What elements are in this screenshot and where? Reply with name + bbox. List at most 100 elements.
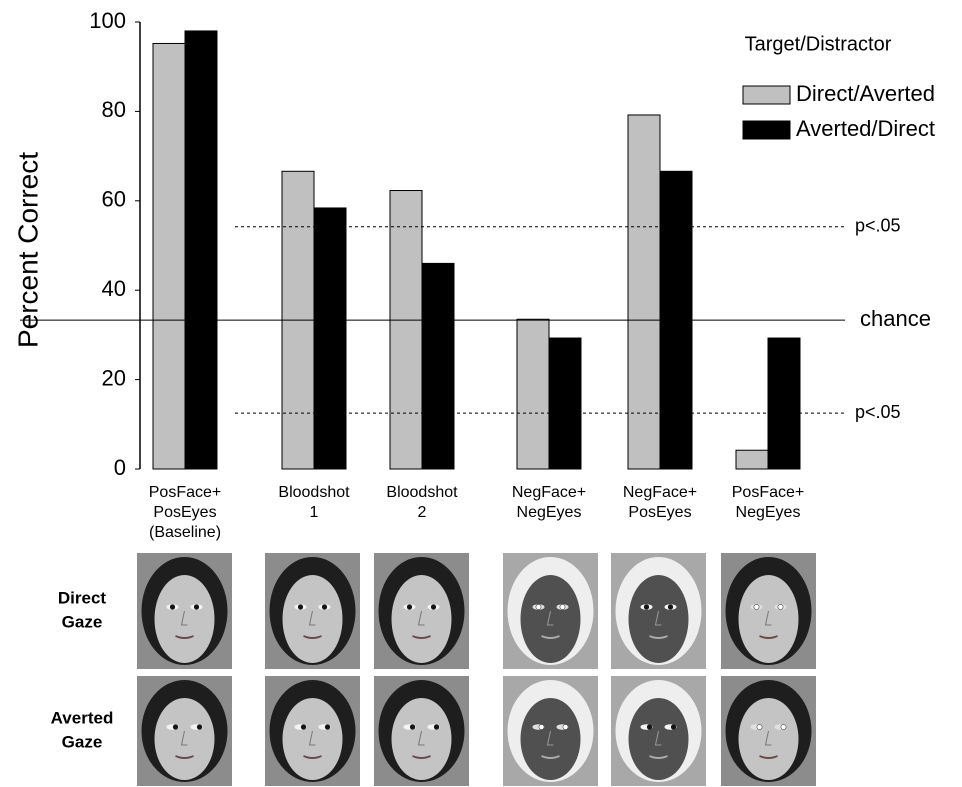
mouth (412, 755, 431, 759)
iris (409, 724, 416, 730)
mouth (649, 635, 668, 639)
nose (417, 730, 425, 746)
y-tick-label: 40 (102, 276, 126, 301)
iris (324, 724, 331, 730)
nose (417, 610, 425, 626)
reference-label: p<.05 (855, 402, 901, 422)
face-image (137, 676, 232, 786)
face (154, 575, 215, 663)
x-tick-label: Bloodshot (278, 484, 350, 501)
bar (389, 190, 423, 470)
face-image (265, 553, 360, 669)
face (391, 575, 452, 663)
mouth (412, 635, 431, 639)
nose (546, 610, 554, 626)
nose (308, 610, 316, 626)
iris (756, 724, 763, 730)
iris (670, 724, 677, 730)
bar (767, 337, 801, 470)
iris (643, 604, 650, 610)
face (738, 698, 799, 780)
mouth (649, 755, 668, 759)
bar (313, 207, 347, 470)
bar (516, 318, 550, 470)
reference-label: p<.05 (855, 215, 901, 235)
iris (433, 724, 440, 730)
x-tick-label: 2 (418, 504, 427, 521)
mouth (759, 755, 778, 759)
iris (780, 724, 787, 730)
x-tick-label: PosFace+ (149, 484, 221, 501)
iris (300, 724, 307, 730)
nose (764, 730, 772, 746)
iris (753, 604, 760, 610)
face-image (265, 676, 360, 786)
iris (406, 604, 413, 610)
x-tick-label: NegFace+ (623, 484, 697, 501)
x-tick-label: PosFace+ (732, 484, 804, 501)
reference-label: chance (860, 306, 931, 331)
legend-swatch (742, 120, 791, 140)
iris (196, 724, 203, 730)
x-tick-label: (Baseline) (149, 524, 221, 541)
face-image (721, 553, 816, 669)
iris (777, 604, 784, 610)
x-tick-label: NegEyes (517, 504, 582, 521)
iris (297, 604, 304, 610)
nose (308, 730, 316, 746)
face (628, 698, 689, 780)
y-axis-label: Percent Correct (12, 152, 43, 348)
iris (172, 724, 179, 730)
x-tick-label: PosEyes (153, 504, 216, 521)
nose (180, 730, 188, 746)
face (154, 698, 215, 780)
iris (646, 724, 653, 730)
face-image (611, 676, 706, 786)
y-tick-label: 0 (114, 455, 126, 480)
y-tick-label: 60 (102, 187, 126, 212)
nose (546, 730, 554, 746)
row-label: Direct (58, 588, 107, 607)
face (520, 698, 581, 780)
x-tick-label: 1 (310, 504, 319, 521)
iris (667, 604, 674, 610)
nose (764, 610, 772, 626)
legend-label: Averted/Direct (796, 116, 935, 141)
y-tick-label: 80 (102, 97, 126, 122)
mouth (303, 755, 322, 759)
face-image (611, 553, 706, 669)
face-image (374, 676, 469, 786)
x-tick-label: Bloodshot (386, 484, 458, 501)
iris (193, 604, 200, 610)
face (628, 575, 689, 663)
face (282, 698, 343, 780)
iris (559, 604, 566, 610)
mouth (541, 635, 560, 639)
face-image (721, 676, 816, 786)
x-tick-label: NegEyes (736, 504, 801, 521)
bar (735, 449, 769, 470)
bar (152, 42, 186, 470)
nose (654, 610, 662, 626)
mouth (759, 635, 778, 639)
row-label: Gaze (62, 612, 103, 631)
iris (562, 724, 569, 730)
bar (184, 30, 218, 470)
face-image (137, 553, 232, 669)
nose (180, 610, 188, 626)
mouth (303, 635, 322, 639)
face-image (374, 553, 469, 669)
row-label: Averted (51, 708, 114, 727)
mouth (175, 755, 194, 759)
mouth (175, 635, 194, 639)
legend-title: Target/Distractor (745, 33, 892, 55)
face (738, 575, 799, 663)
iris (169, 604, 176, 610)
iris (321, 604, 328, 610)
face-image (503, 553, 598, 669)
face-image (503, 676, 598, 786)
face (282, 575, 343, 663)
iris (535, 604, 542, 610)
legend-label: Direct/Averted (796, 81, 935, 106)
bar (421, 262, 455, 470)
